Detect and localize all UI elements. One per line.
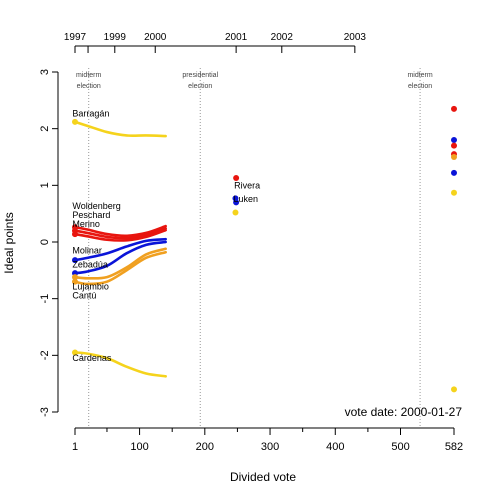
event-label-line2: election — [408, 83, 432, 90]
mid-label: Rivera — [234, 180, 260, 190]
y-tick-label: 1 — [39, 182, 51, 188]
x-tick-label: 100 — [130, 441, 148, 453]
mid-point — [232, 209, 239, 216]
event-label-line2: election — [188, 83, 212, 90]
series-label: Barragán — [72, 109, 109, 119]
data-points — [232, 105, 457, 393]
x-axis-title: Divided vote — [230, 470, 296, 484]
series-line-cardenas — [73, 351, 167, 378]
series-label: Zebadúa — [72, 259, 108, 269]
y-tick-label: 2 — [39, 126, 51, 132]
event-label-line1: midterm — [76, 72, 101, 79]
series-label: Merino — [72, 219, 100, 229]
series-line-zebadua — [73, 240, 167, 275]
mid-point — [233, 174, 240, 181]
top-axis: 1997 1999 2000 2001 2002 2003 — [64, 32, 367, 53]
series-line-cantu — [73, 250, 167, 286]
event-label-line2: election — [77, 83, 101, 90]
vote-date-label: vote date: 2000-01-27 — [345, 405, 463, 419]
series-start-point — [72, 257, 78, 264]
series-label: Molinar — [72, 246, 102, 256]
series-line-barragan — [73, 120, 167, 138]
end-point — [451, 137, 457, 143]
x-tick-label: 582 — [445, 441, 463, 453]
series-start-point — [72, 274, 78, 281]
event-label-line1: presidential — [182, 72, 218, 79]
series-start-point — [72, 231, 78, 238]
end-point — [451, 105, 457, 112]
end-point — [451, 169, 457, 176]
end-point — [451, 386, 457, 393]
series-line-molinar — [73, 237, 167, 262]
year-label: 2002 — [271, 32, 294, 43]
mid-point — [233, 199, 240, 206]
end-point — [451, 142, 457, 149]
year-label: 1997 — [64, 32, 87, 43]
y-tick-label: -3 — [39, 407, 51, 417]
y-tick-label: 3 — [39, 69, 51, 75]
x-tick-label: 200 — [196, 441, 214, 453]
series-start-point — [72, 349, 78, 356]
event-markers: midterm election presidential election midte… — [76, 68, 433, 428]
year-label: 1999 — [104, 32, 127, 43]
series-start-point — [72, 278, 78, 285]
series-label: Cantú — [72, 290, 96, 300]
series-line-woldenberg — [73, 224, 167, 238]
y-tick-label: 0 — [39, 239, 51, 245]
y-tick-label: -1 — [39, 294, 51, 304]
end-point — [451, 154, 457, 160]
series-line-peschard — [73, 227, 167, 240]
x-tick-label: 1 — [72, 441, 78, 453]
series-line-lujambio — [73, 247, 167, 280]
x-tick-label: 400 — [326, 441, 344, 453]
series-lines — [72, 118, 167, 378]
year-label: 2000 — [144, 32, 167, 43]
series-label: Peschard — [72, 210, 110, 220]
series-label: Lujambio — [72, 281, 109, 291]
series-line-merino — [73, 228, 167, 242]
end-point — [451, 189, 457, 196]
y-tick-label: -2 — [39, 350, 51, 360]
mid-label: Luken — [234, 194, 259, 204]
year-label: 2001 — [225, 32, 248, 43]
series-label: Cárdenas — [72, 353, 112, 363]
year-label: 2003 — [344, 32, 367, 43]
event-label-line1: midterm — [407, 72, 432, 79]
series-label: Woldenberg — [72, 201, 120, 211]
x-tick-label: 500 — [391, 441, 409, 453]
series-start-point — [72, 118, 78, 125]
x-tick-label: 300 — [261, 441, 279, 453]
axes: 3 2 1 0 -1 -2 -3 1 100 200 300 400 500 582 — [39, 69, 463, 453]
y-axis-title: Ideal points — [2, 212, 16, 273]
